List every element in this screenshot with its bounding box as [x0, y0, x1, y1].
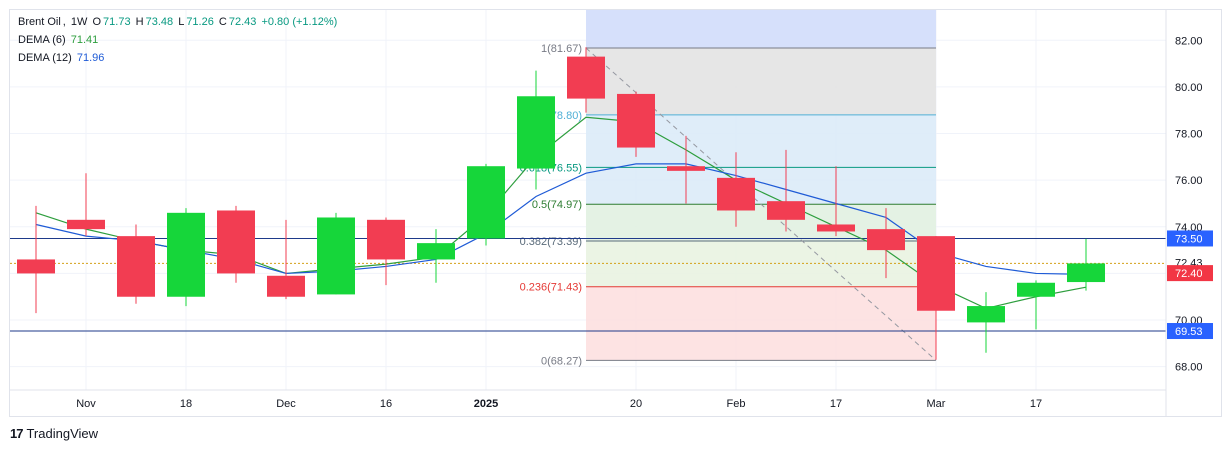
low-value: 71.26	[186, 16, 214, 28]
low-label: L	[178, 16, 185, 28]
dema12-legend: DEMA (12) 71.96	[18, 52, 106, 64]
price-badge	[1167, 323, 1213, 340]
brand-name: TradingView	[26, 426, 99, 441]
price-badge	[1167, 230, 1213, 247]
x-tick-label: Dec	[276, 398, 296, 410]
candle-body[interactable]	[167, 212, 205, 297]
candle-body[interactable]	[17, 259, 55, 274]
candle-body[interactable]	[67, 219, 105, 230]
candle-body[interactable]	[617, 93, 655, 148]
x-tick-label: 18	[180, 398, 192, 410]
candle-body[interactable]	[867, 229, 905, 251]
fib-level-label: 0(68.27)	[541, 355, 582, 367]
x-tick-label: 17	[1030, 398, 1042, 410]
candle-body[interactable]	[1017, 282, 1055, 297]
y-tick-label: 76.00	[1175, 175, 1203, 187]
series-line-dema6	[35, 116, 1087, 310]
y-tick-label: 68.00	[1175, 362, 1203, 374]
close-label: C	[218, 16, 227, 28]
fib-level-label: 0.382(73.39)	[520, 236, 582, 248]
symbol-name: Brent Oil	[18, 16, 61, 28]
interval-label: 1W	[70, 16, 88, 28]
price-badge	[1167, 265, 1213, 282]
price-badge-label: 69.53	[1175, 326, 1203, 338]
dema6-value: 71.41	[70, 34, 99, 46]
tradingview-logo-icon: 17	[10, 426, 24, 441]
y-tick-label: 78.00	[1175, 129, 1203, 141]
candle-body[interactable]	[667, 166, 705, 171]
candle-body[interactable]	[317, 217, 355, 295]
candle-body[interactable]	[267, 275, 305, 297]
y-tick-label: 80.00	[1175, 82, 1203, 94]
dema12-label: DEMA (12)	[18, 52, 72, 64]
fib-band	[586, 167, 936, 205]
x-tick-label: Mar	[927, 398, 946, 410]
candle-body[interactable]	[367, 219, 405, 260]
candle-body[interactable]	[1067, 263, 1105, 283]
x-tick-label: 20	[630, 398, 642, 410]
candle-body[interactable]	[117, 236, 155, 297]
candle-body[interactable]	[567, 56, 605, 99]
x-tick-label: 2025	[474, 398, 498, 410]
fib-top-shade	[586, 10, 936, 48]
price-badge-label: 73.50	[1175, 233, 1203, 245]
candle-body[interactable]	[767, 201, 805, 220]
candle-body[interactable]	[417, 243, 455, 260]
dema12-value: 71.96	[76, 52, 105, 64]
open-label: O	[92, 16, 102, 28]
fib-band	[586, 286, 936, 361]
fib-trend-line	[585, 47, 937, 361]
price-badge-label: 72.40	[1175, 268, 1203, 280]
change-value: +0.80 (+1.12%)	[261, 16, 338, 28]
open-value: 71.73	[103, 16, 131, 28]
fib-level-label: 0.236(71.43)	[520, 282, 582, 294]
candle-body[interactable]	[467, 166, 505, 239]
x-tick-label: 17	[830, 398, 842, 410]
fib-level-label: 1(81.67)	[541, 43, 582, 55]
ohlc-legend: Brent Oil, 1W O 71.73 H 73.48 L 71.26 C 72.4…	[18, 16, 338, 28]
dema6-legend: DEMA (6) 71.41	[18, 34, 100, 46]
candle-body[interactable]	[817, 224, 855, 232]
fib-level-label: 0.5(74.97)	[532, 199, 582, 211]
chart-frame	[9, 9, 1222, 417]
candle-body[interactable]	[967, 306, 1005, 323]
close-value: 72.43	[228, 16, 257, 28]
y-tick-label: 82.00	[1175, 35, 1203, 47]
tradingview-brand[interactable]: 17 TradingView	[10, 426, 98, 441]
dema6-label: DEMA (6)	[18, 34, 66, 46]
high-label: H	[135, 16, 144, 28]
x-tick-label: Nov	[76, 398, 96, 410]
candle-body[interactable]	[917, 236, 955, 311]
candle-body[interactable]	[717, 177, 755, 211]
series-line-dema12	[35, 163, 1087, 275]
high-value: 73.48	[145, 16, 174, 28]
candle-body[interactable]	[517, 96, 555, 169]
candle-body[interactable]	[217, 210, 255, 274]
x-tick-label: Feb	[727, 398, 746, 410]
x-tick-label: 16	[380, 398, 392, 410]
